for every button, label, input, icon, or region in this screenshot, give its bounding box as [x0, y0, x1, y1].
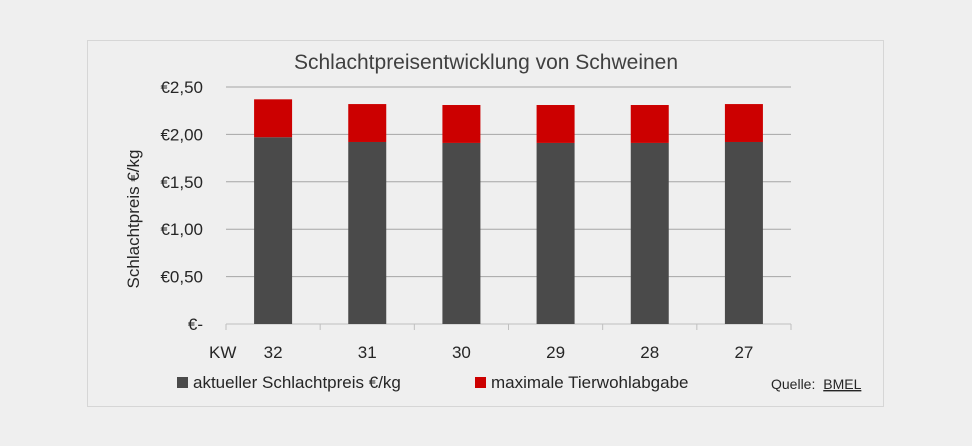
legend-swatch: [475, 377, 486, 388]
x-tick-label: 32: [264, 343, 283, 362]
grid-lines: [225, 86, 792, 330]
x-tick-label: 29: [546, 343, 565, 362]
legend-swatch: [177, 377, 188, 388]
svg-text:Quelle: BMEL: Quelle: BMEL: [771, 376, 862, 392]
x-axis-label: KW: [209, 343, 236, 362]
y-tick-label: €2,00: [160, 125, 203, 144]
bar-tierwohlabgabe: [254, 99, 293, 138]
legend-item-tierwohlabgabe: maximale Tierwohlabgabe: [475, 373, 689, 392]
y-tick-label: €1,50: [160, 173, 203, 192]
legend-label: aktueller Schlachtpreis €/kg: [193, 373, 401, 392]
x-tick-label: 31: [358, 343, 377, 362]
source-label: Quelle:: [771, 376, 815, 392]
legend: aktueller Schlachtpreis €/kg maximale Tie…: [177, 373, 689, 392]
bar-schlachtpreis: [442, 142, 481, 324]
bar-schlachtpreis: [254, 137, 293, 324]
x-tick-labels: 32 31 30 29 28 27: [264, 343, 754, 362]
y-tick-label: €-: [188, 315, 203, 334]
bars: [254, 99, 763, 324]
bar-tierwohlabgabe: [630, 105, 669, 143]
bar-schlachtpreis: [536, 142, 575, 324]
chart-frame: Schlachtpreisentwicklung von Schweinen €…: [87, 40, 884, 407]
bar-schlachtpreis: [630, 142, 669, 324]
bar-tierwohlabgabe: [536, 105, 575, 143]
y-axis-label: Schlachtpreis €/kg: [124, 150, 143, 289]
bar-schlachtpreis: [348, 141, 387, 324]
y-tick-labels: €- €0,50 €1,00 €1,50 €2,00 €2,50: [160, 78, 203, 334]
bar-tierwohlabgabe: [348, 104, 387, 142]
bar-schlachtpreis: [724, 141, 763, 324]
chart-svg: Schlachtpreisentwicklung von Schweinen €…: [124, 51, 862, 392]
bar-tierwohlabgabe: [724, 104, 763, 142]
x-tick-label: 30: [452, 343, 471, 362]
y-tick-label: €0,50: [160, 268, 203, 287]
bar-tierwohlabgabe: [442, 105, 481, 143]
y-tick-label: €1,00: [160, 220, 203, 239]
x-tick-label: 28: [640, 343, 659, 362]
legend-label: maximale Tierwohlabgabe: [491, 373, 689, 392]
legend-item-schlachtpreis: aktueller Schlachtpreis €/kg: [177, 373, 401, 392]
source-link[interactable]: BMEL: [823, 376, 861, 392]
x-tick-label: 27: [734, 343, 753, 362]
y-tick-label: €2,50: [160, 78, 203, 97]
chart-title: Schlachtpreisentwicklung von Schweinen: [294, 51, 678, 74]
